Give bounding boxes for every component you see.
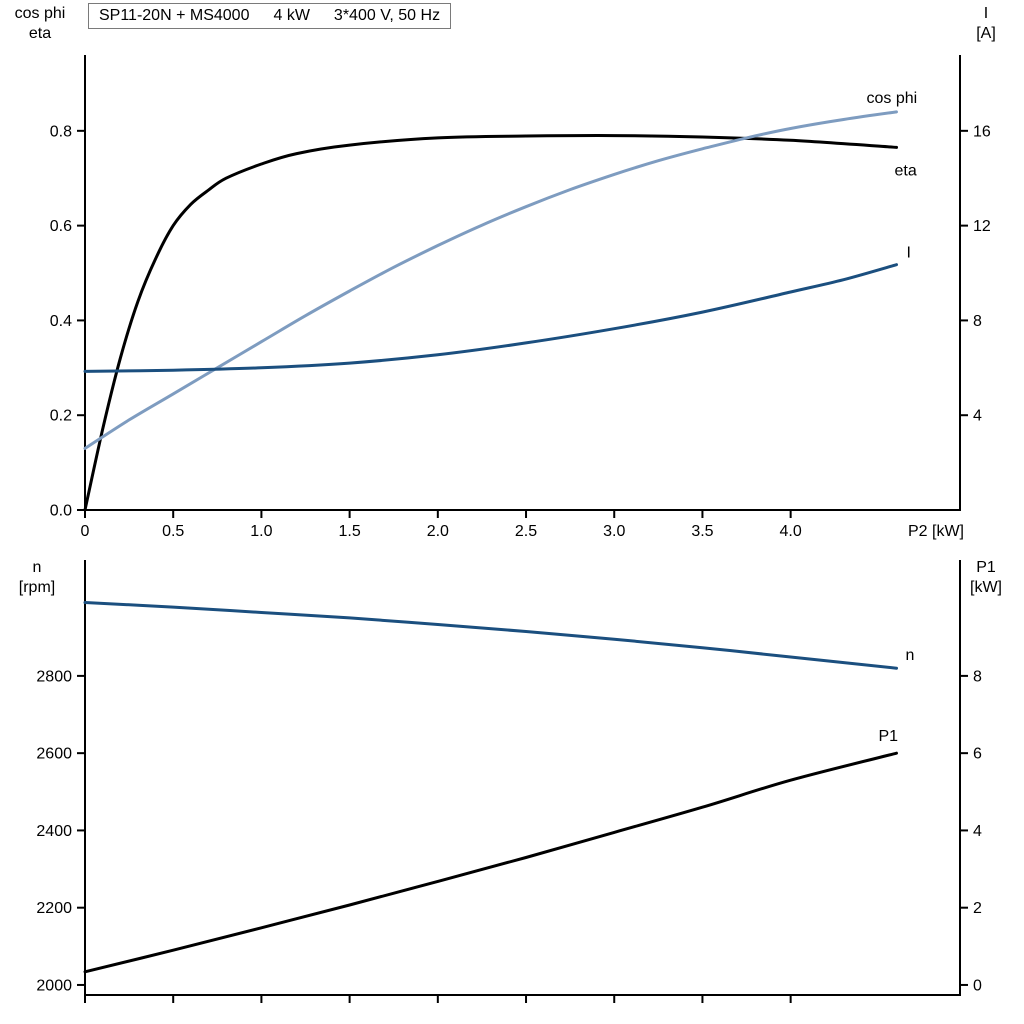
curve-label-cos-phi: cos phi [866,90,917,107]
axis-title-p1: P1 [976,559,996,576]
axis-title-speed-unit: [rpm] [18,579,56,596]
y-left-tick-label: 0.6 [50,218,72,235]
axis-title-cos-phi: cos phi [14,5,66,22]
y-left-tick-label: 2800 [36,668,72,685]
top-right-axis-title: I [A] [960,4,1012,44]
top-left-axis-title: cos phi eta [2,4,78,44]
bottom-right-axis-title: P1 [kW] [958,558,1014,598]
title-power: 4 kW [273,7,310,24]
y-right-tick-label: 4 [973,408,982,425]
y-left-tick-label: 2400 [36,823,72,840]
x-axis-label: P2 [kW] [908,523,964,540]
title-model: SP11-20N + MS4000 [99,7,250,24]
bottom-chart-panel: 2000 2200 2400 2600 2800 0 2 4 6 8 n P1 [36,560,982,1003]
curve-label-I: I [906,245,910,262]
y-right-tick-label: 16 [973,123,991,140]
x-tick-label: 2.0 [427,523,449,540]
axis-frame [84,55,961,511]
y-right-tick-label: 12 [973,218,991,235]
y-left-tick-label: 0.4 [50,313,72,330]
y-left-tick-label: 0.0 [50,503,72,520]
y-left-tick-label: 0.8 [50,123,72,140]
x-tick-label: 1.5 [338,523,360,540]
x-tick-label: 1.0 [250,523,272,540]
x-tick-label: 0 [81,523,90,540]
curve-label-P1: P1 [878,728,898,745]
chart-title-box: SP11-20N + MS4000 4 kW 3*400 V, 50 Hz [88,3,452,29]
x-tick-label: 2.5 [515,523,537,540]
curve-I [83,263,898,373]
curve-label-n: n [905,647,914,664]
curve-eta [83,134,898,512]
axis-title-speed: n [32,559,42,576]
curve-n [83,601,898,670]
title-voltage: 3*400 V, 50 Hz [333,7,441,24]
curve-P1 [83,751,898,974]
y-right-tick-label: 6 [973,746,982,763]
axis-title-current-unit: [A] [976,25,996,42]
y-right-tick-label: 2 [973,900,982,917]
top-chart-panel: 0.0 0.2 0.4 0.6 0.8 4 8 12 16 0 0.5 1.0 1.5 2.0 2.5 3.0… [50,55,991,540]
curve-label-eta: eta [894,162,916,179]
axis-title-eta: eta [28,25,52,42]
y-left-tick-label: 2000 [36,977,72,994]
y-right-tick-label: 8 [973,668,982,685]
y-right-tick-label: 4 [973,823,982,840]
y-left-tick-label: 2600 [36,746,72,763]
y-right-tick-label: 0 [973,977,982,994]
axis-title-current: I [983,5,989,22]
axis-title-p1-unit: [kW] [970,579,1002,596]
y-left-tick-label: 0.2 [50,408,72,425]
y-left-tick-label: 2200 [36,900,72,917]
x-tick-label: 3.5 [691,523,713,540]
x-tick-label: 0.5 [162,523,184,540]
axis-frame [84,560,961,996]
bottom-left-axis-title: n [rpm] [2,558,72,598]
curve-cos-phi [83,110,898,450]
y-right-tick-label: 8 [973,313,982,330]
x-tick-label: 3.0 [603,523,625,540]
x-tick-label: 4.0 [780,523,802,540]
